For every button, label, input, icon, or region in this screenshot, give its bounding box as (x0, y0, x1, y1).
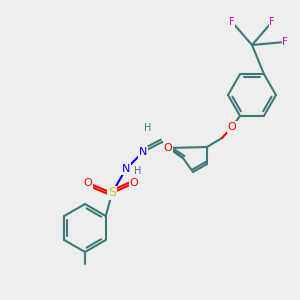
Text: H: H (144, 123, 152, 133)
Text: O: O (164, 143, 172, 153)
Text: F: F (282, 37, 288, 47)
Text: N: N (122, 164, 130, 174)
Text: S: S (108, 187, 116, 200)
Text: F: F (229, 17, 235, 27)
Text: N: N (139, 147, 147, 157)
Text: O: O (228, 122, 236, 132)
Text: O: O (130, 178, 138, 188)
Text: O: O (84, 178, 92, 188)
Text: F: F (269, 17, 275, 27)
Text: H: H (134, 166, 142, 176)
